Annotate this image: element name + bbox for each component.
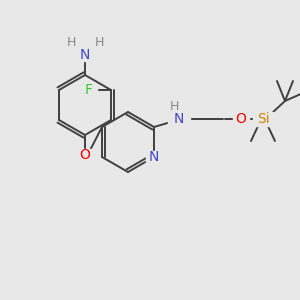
Text: O: O — [80, 148, 90, 162]
Text: Si: Si — [257, 112, 269, 126]
Bar — [253, 112, 273, 126]
Text: F: F — [85, 83, 93, 97]
Text: H: H — [94, 37, 104, 50]
Text: N: N — [149, 150, 159, 164]
Bar — [233, 113, 249, 125]
Text: N: N — [80, 48, 90, 62]
Bar — [76, 49, 94, 61]
Text: O: O — [236, 112, 246, 126]
Text: H: H — [169, 100, 179, 113]
Bar — [81, 84, 97, 96]
Bar — [77, 149, 93, 161]
Text: N: N — [174, 112, 184, 126]
Bar — [168, 112, 190, 126]
Bar — [146, 151, 162, 163]
Text: H: H — [66, 37, 76, 50]
